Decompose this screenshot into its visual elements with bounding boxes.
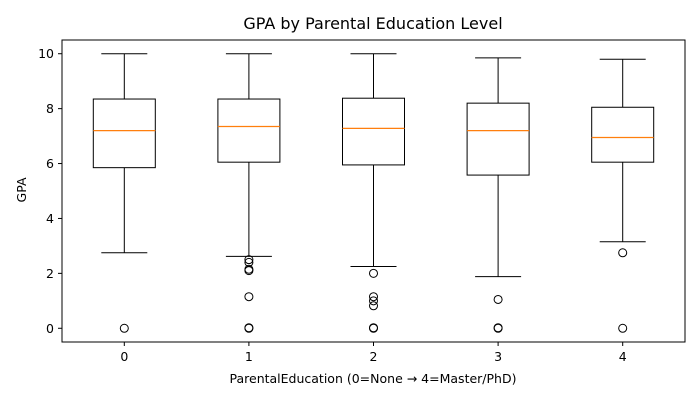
y-tick-label-0: 0	[46, 321, 54, 336]
outlier-point-2-2	[369, 296, 378, 306]
y-tick-label-6: 6	[46, 156, 54, 171]
y-axis-label: GPA	[14, 177, 29, 202]
box-4	[591, 106, 655, 163]
outlier-point-2-3	[369, 301, 378, 311]
y-tick-label-2: 2	[46, 266, 54, 281]
box-0	[92, 98, 156, 169]
y-tick-label-4: 4	[46, 211, 54, 226]
x-tick-label-1: 1	[245, 349, 253, 364]
outlier-point-4-0	[618, 248, 628, 258]
outlier-point-3-2	[493, 323, 503, 333]
plot-area: 0 2 4 6 8 10 0 1 2 3 4	[38, 39, 686, 364]
box-3	[466, 102, 530, 176]
outlier-point-4-1	[618, 323, 628, 333]
outlier-point-1-6	[244, 323, 254, 333]
box-1	[217, 98, 281, 163]
chart-title: GPA by Parental Education Level	[243, 14, 502, 33]
outlier-point-0-0	[119, 323, 129, 333]
x-tick-label-0: 0	[120, 349, 128, 364]
outlier-point-3-0	[493, 294, 503, 304]
outlier-point-1-0	[244, 255, 254, 265]
y-tick-label-10: 10	[38, 46, 54, 61]
box-2	[342, 97, 405, 166]
outlier-point-2-1	[369, 292, 378, 302]
outlier-point-1-4	[244, 292, 254, 302]
outlier-point-1-3	[244, 266, 254, 276]
y-tick-label-8: 8	[46, 101, 54, 116]
x-tick-label-2: 2	[370, 349, 378, 364]
outlier-point-2-0	[369, 268, 378, 278]
x-axis-label: ParentalEducation (0=None → 4=Master/PhD…	[230, 371, 517, 386]
outlier-point-2-5	[369, 323, 378, 333]
x-tick-label-4: 4	[619, 349, 627, 364]
x-tick-label-3: 3	[494, 349, 502, 364]
